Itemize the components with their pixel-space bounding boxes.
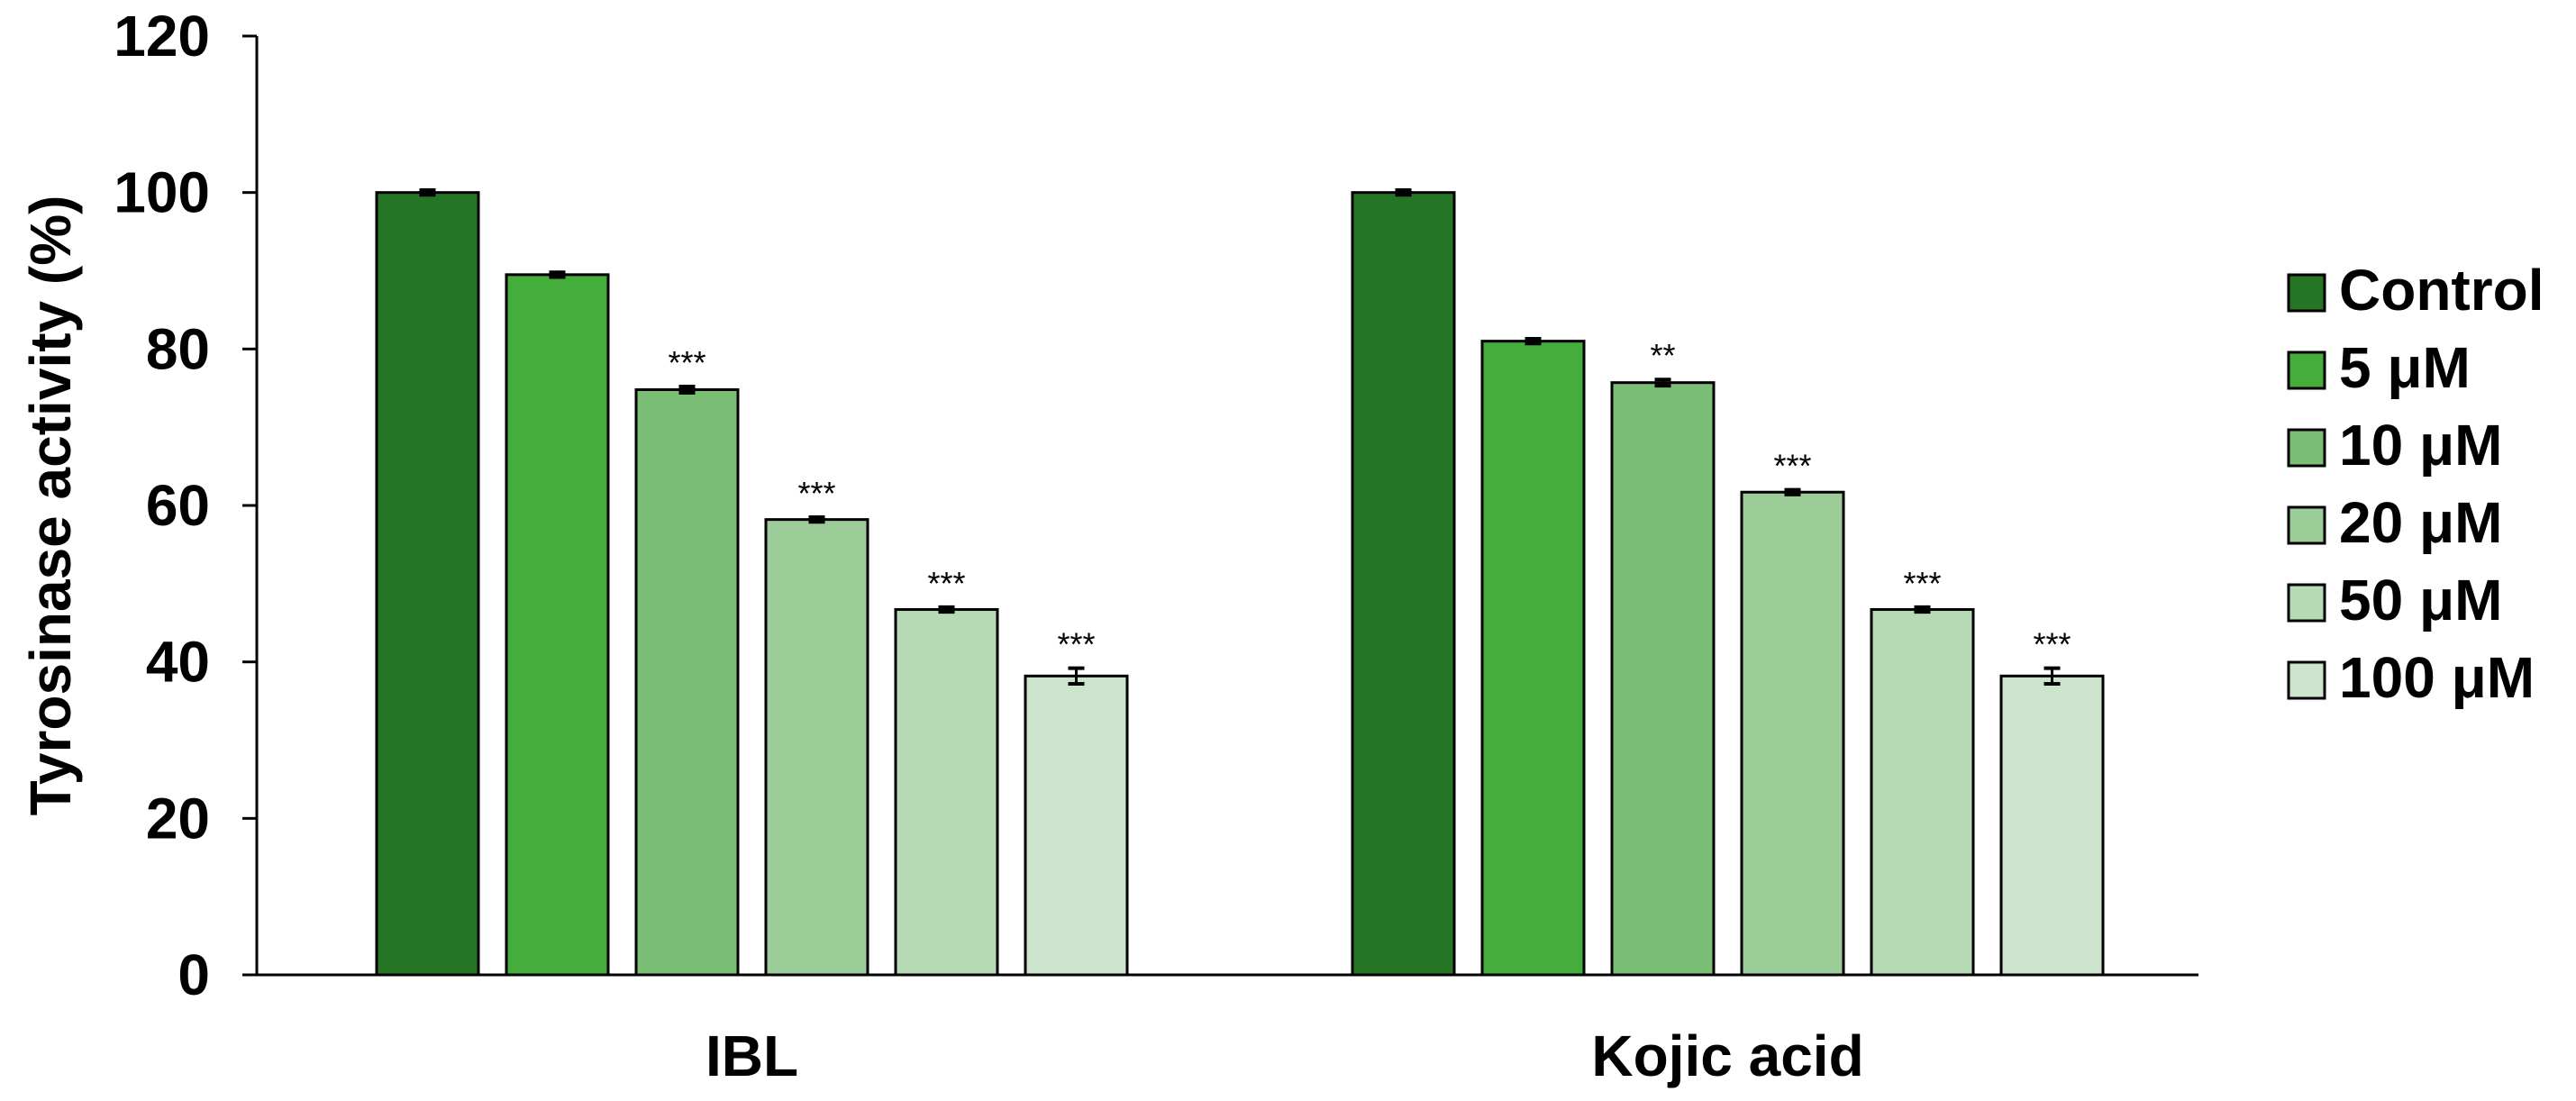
bar-1-3: [634, 387, 740, 977]
legend-label: 5 μM: [2339, 335, 2471, 400]
bar-1-2: [505, 273, 610, 977]
significance-labels: ***********************: [668, 337, 2071, 662]
legend-swatch: [2287, 273, 2326, 313]
significance-label: ***: [2033, 626, 2071, 663]
category-labels: IBL Kojic acid: [705, 1024, 1864, 1088]
legend-swatch: [2287, 428, 2326, 468]
bar-1-5: [894, 607, 999, 977]
y-tick-label: 120: [114, 4, 210, 68]
legend-swatch: [2287, 505, 2326, 545]
category-label: IBL: [705, 1024, 798, 1088]
bar-2-4: [1740, 490, 1845, 977]
significance-label: ***: [1903, 565, 1941, 602]
legend-label: 20 μM: [2339, 490, 2502, 555]
y-tick-label: 40: [146, 630, 210, 695]
significance-label: ***: [927, 565, 965, 602]
category-label: Kojic acid: [1591, 1024, 1863, 1088]
legend-label: 10 μM: [2339, 413, 2502, 478]
significance-label: **: [1650, 337, 1675, 374]
bar-2-1: [1351, 191, 1456, 977]
y-tick-label: 60: [146, 473, 210, 538]
bar-2-3: [1610, 381, 1716, 977]
bar-1-4: [764, 518, 869, 977]
significance-label: ***: [668, 344, 705, 381]
bar-2-6: [1999, 674, 2105, 977]
bar-2-5: [1870, 607, 1975, 977]
legend-swatch: [2287, 350, 2326, 390]
legend-label: 50 μM: [2339, 568, 2502, 632]
legend-label: 100 μM: [2339, 645, 2535, 710]
y-axis-ticks: 0 20 40 60 80 100 120: [114, 4, 257, 1007]
significance-label: ***: [1773, 448, 1811, 485]
bars: [375, 191, 2105, 977]
y-axis-title: Tyrosinase activity (%): [18, 196, 83, 816]
bar-2-2: [1480, 340, 1586, 977]
legend-swatch: [2287, 583, 2326, 623]
error-bars: [419, 188, 2061, 686]
legend: Control 5 μM 10 μM 20 μM 50 μM 100 μM: [2287, 258, 2544, 710]
significance-label: ***: [797, 475, 835, 512]
legend-swatch: [2287, 660, 2326, 700]
y-tick-label: 20: [146, 786, 210, 851]
y-tick-label: 80: [146, 316, 210, 381]
y-tick-label: 0: [177, 942, 210, 1007]
legend-label: Control: [2339, 258, 2544, 323]
significance-label: ***: [1057, 626, 1095, 663]
y-tick-label: 100: [114, 160, 210, 225]
bar-1-1: [375, 191, 480, 977]
bar-1-6: [1024, 674, 1129, 977]
